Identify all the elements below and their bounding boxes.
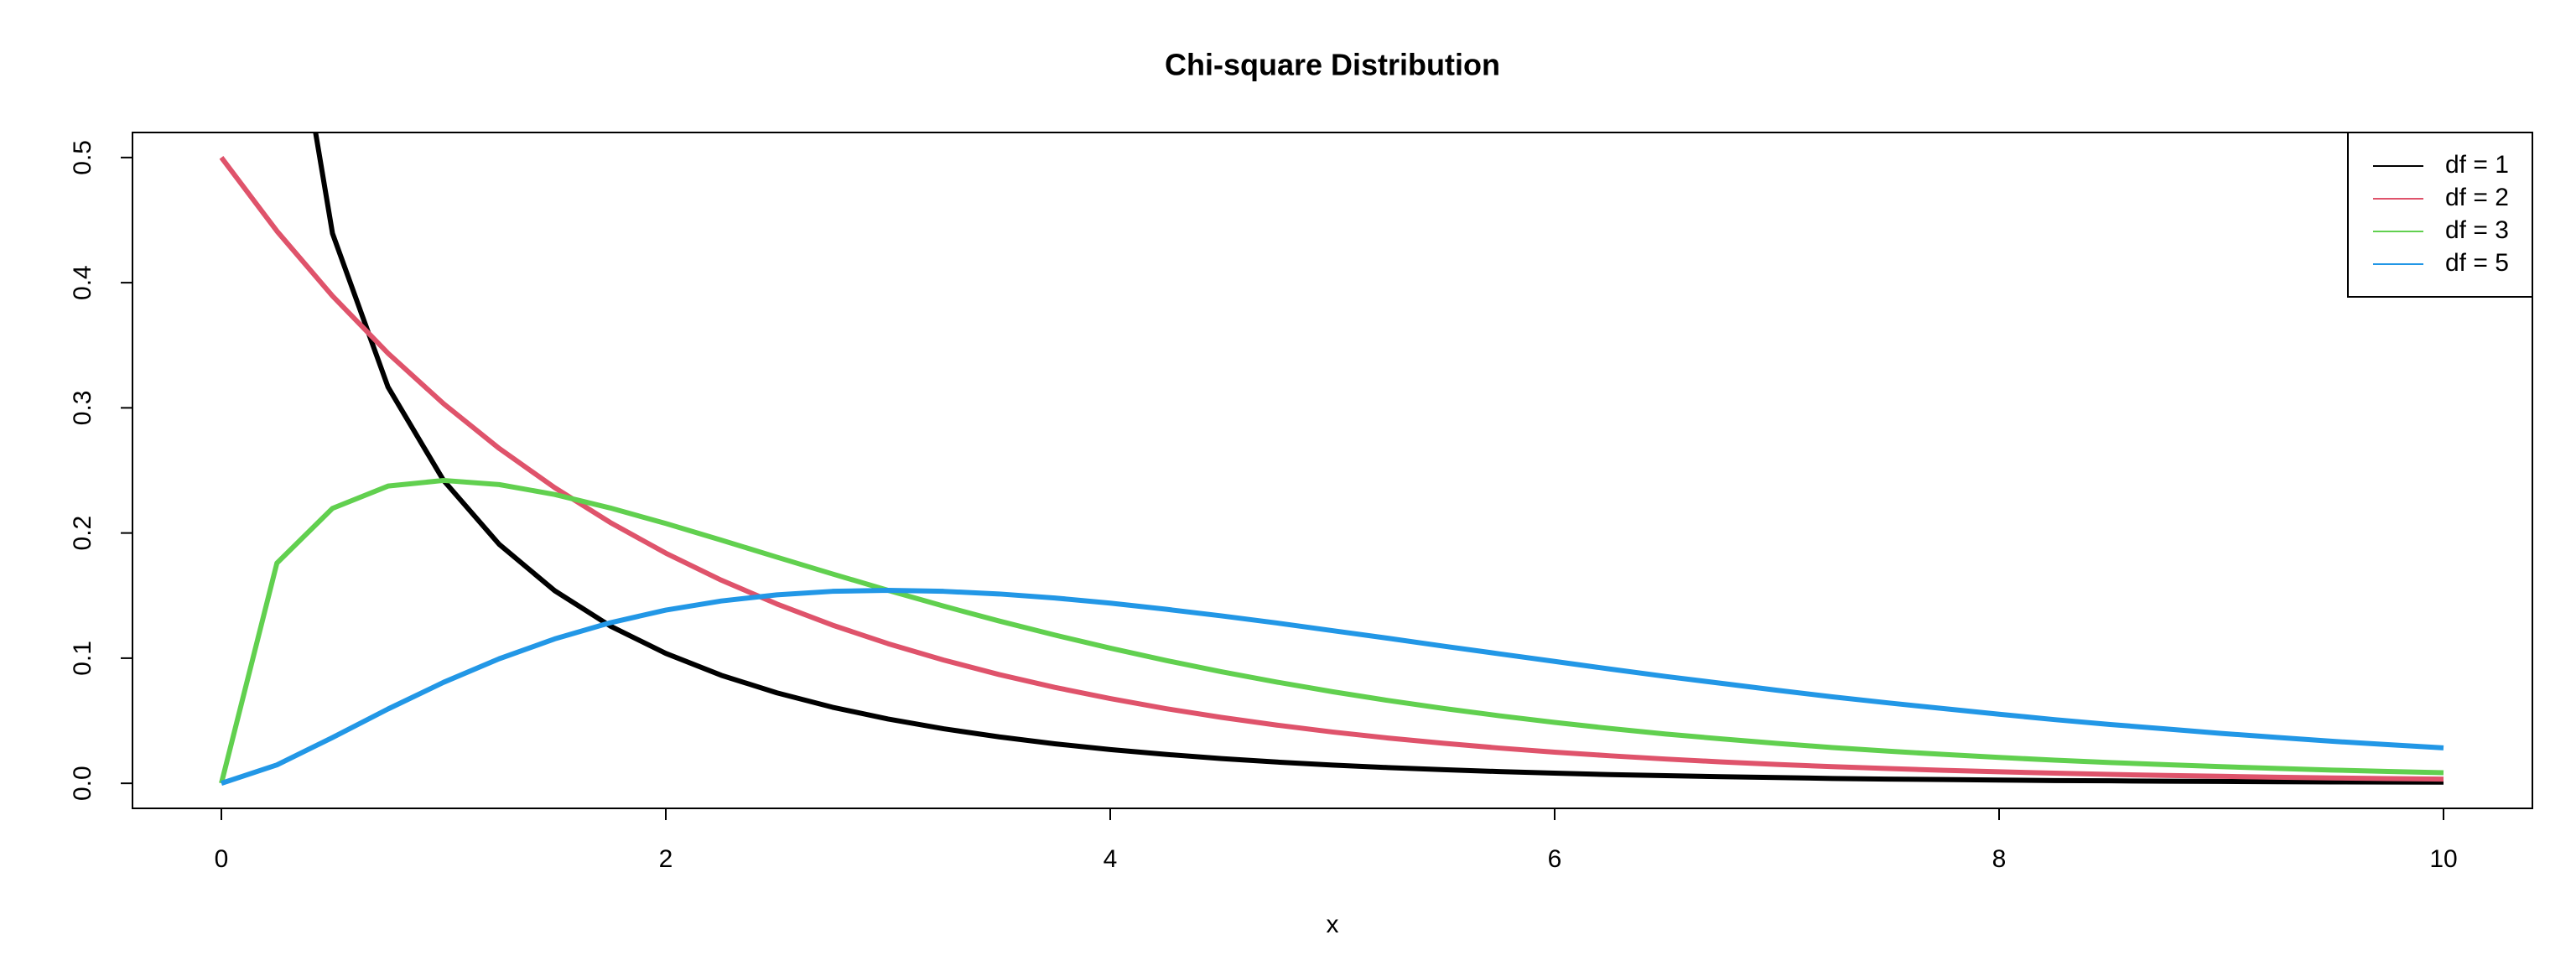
x-tick-label: 8 bbox=[1992, 845, 2007, 873]
legend-label: df = 3 bbox=[2445, 216, 2509, 244]
legend-label: df = 1 bbox=[2445, 151, 2509, 179]
x-tick-label: 6 bbox=[1548, 845, 1562, 873]
y-tick-label: 0.3 bbox=[69, 391, 96, 426]
y-tick-label: 0.0 bbox=[69, 766, 96, 801]
plot-area bbox=[219, 132, 2444, 786]
y-tick-label: 0.1 bbox=[69, 641, 96, 676]
series-line bbox=[313, 132, 2444, 785]
x-tick-label: 2 bbox=[659, 845, 673, 873]
series-line bbox=[219, 477, 2444, 784]
chart-title: Chi-square Distribution bbox=[1165, 48, 1500, 82]
x-tick-label: 10 bbox=[2429, 845, 2457, 873]
legend-label: df = 2 bbox=[2445, 184, 2509, 211]
legend-label: df = 5 bbox=[2445, 249, 2509, 277]
series-line bbox=[219, 156, 2444, 782]
y-tick-label: 0.4 bbox=[69, 265, 96, 300]
x-axis-label: x bbox=[1327, 911, 1339, 938]
x-tick-label: 4 bbox=[1104, 845, 1118, 873]
y-tick-label: 0.2 bbox=[69, 516, 96, 551]
legend-box bbox=[2347, 132, 2533, 298]
y-tick-label: 0.5 bbox=[69, 140, 96, 175]
series-line bbox=[221, 587, 2444, 786]
x-tick-label: 0 bbox=[215, 845, 229, 873]
plot-frame bbox=[132, 132, 2533, 809]
